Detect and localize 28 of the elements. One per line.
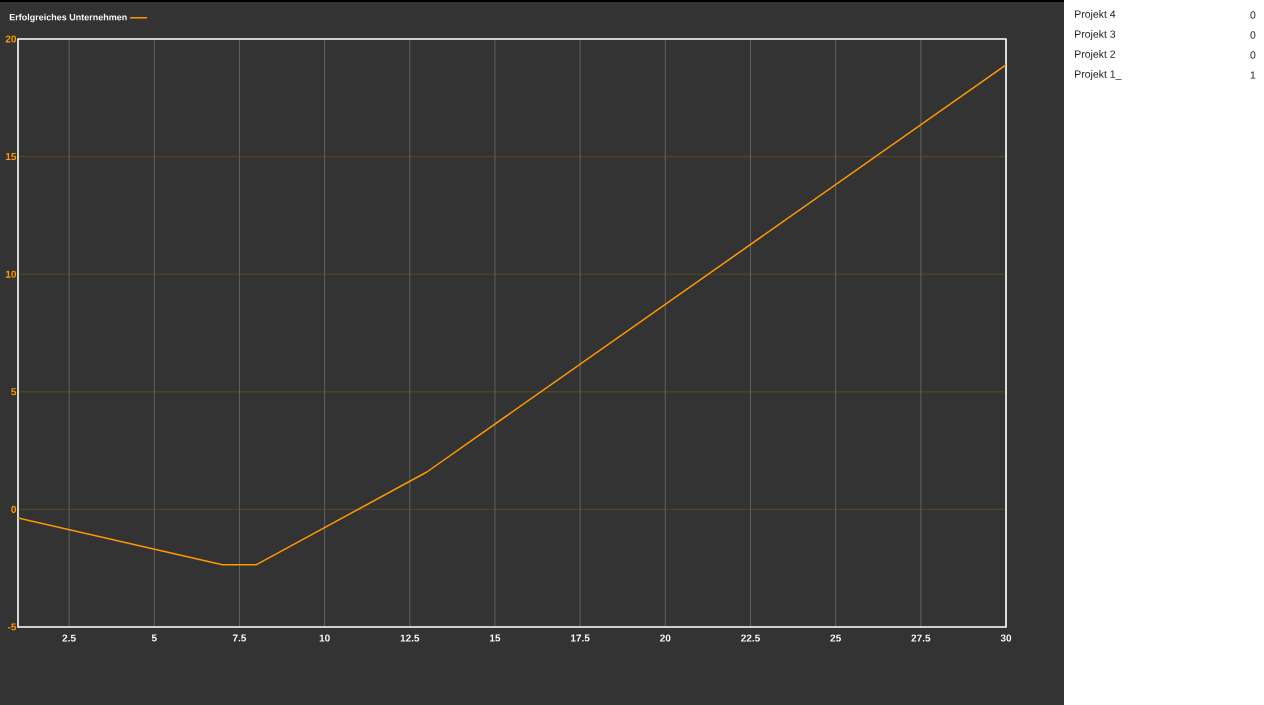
x-tick-label: 10 <box>319 634 330 642</box>
y-tick-label: 5 <box>11 388 17 396</box>
y-tick-label: -5 <box>7 623 17 631</box>
text: Projekt 1_ <box>1075 70 1122 80</box>
legend-label: Erfolgreiches Unternehmen <box>9 13 127 23</box>
y-tick-label: 0 <box>11 505 17 513</box>
y-tick-label: 10 <box>5 270 17 278</box>
x-tick-label: 17.5 <box>571 634 590 642</box>
x-tick-label: 27.5 <box>911 634 931 642</box>
text: 0 <box>1250 51 1256 59</box>
y-tick-label: 15 <box>5 153 17 161</box>
text: Projekt 4 <box>1075 10 1116 20</box>
line-series <box>18 64 1007 566</box>
x-tick-label: 30 <box>1000 634 1012 642</box>
x-tick-label: 5 <box>151 634 157 642</box>
x-tick-label: 22.5 <box>741 634 760 642</box>
text: Projekt 2 <box>1075 50 1116 60</box>
text: 0 <box>1250 11 1256 19</box>
text: 0 <box>1250 31 1256 39</box>
x-tick-label: 25 <box>830 634 841 642</box>
x-tick-label: 15 <box>490 634 501 642</box>
x-tick-label: 7.5 <box>232 634 247 642</box>
x-tick-label: 20 <box>660 634 671 642</box>
x-tick-label: 2.5 <box>62 634 76 642</box>
x-tick-label: 12.5 <box>400 634 420 642</box>
text: Projekt 3 <box>1075 30 1116 40</box>
y-tick-label: 20 <box>5 35 17 43</box>
text: 1 <box>1250 71 1256 79</box>
